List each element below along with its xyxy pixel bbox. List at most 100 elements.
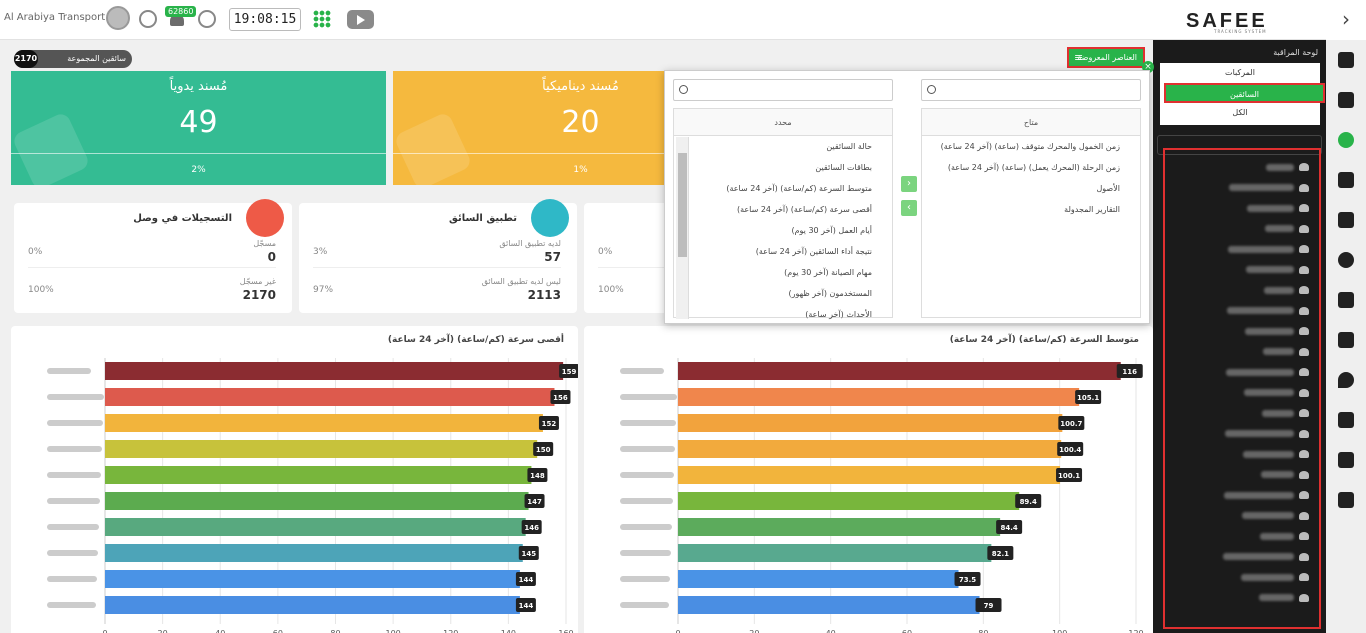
data-label: 105.1: [1077, 394, 1099, 402]
driver-list-item[interactable]: [1243, 449, 1309, 459]
driver-list-item[interactable]: [1226, 367, 1309, 377]
people-icon: [1299, 450, 1309, 458]
category-label: [620, 368, 664, 374]
driver-list-item[interactable]: [1245, 326, 1309, 336]
video-play-icon[interactable]: [347, 10, 374, 29]
driver-list-item[interactable]: [1264, 285, 1309, 295]
selected-item[interactable]: بطاقات السائقين: [815, 163, 872, 172]
driver-list-item[interactable]: [1228, 244, 1309, 254]
globe-icon[interactable]: [139, 10, 157, 28]
registration-icon: [246, 199, 284, 237]
selected-item[interactable]: نتيجة أداء السائقين (آخر 24 ساعة): [755, 247, 872, 256]
move-right-button[interactable]: ›: [901, 176, 917, 192]
selected-item[interactable]: المستخدمون (آخر ظهور): [788, 289, 872, 298]
tick-label: 40: [215, 629, 225, 633]
available-item[interactable]: التقارير المجدولة: [1064, 205, 1120, 214]
dashboard-icon[interactable]: [1338, 132, 1354, 148]
stat-value: 2113: [527, 288, 561, 302]
tick-label: 140: [501, 629, 516, 633]
selected-search-input[interactable]: [673, 79, 893, 101]
bar: [105, 440, 538, 458]
driver-list-item[interactable]: [1263, 347, 1309, 357]
company-name[interactable]: Al Arabiya Transport: [4, 12, 106, 23]
data-label: 100.7: [1060, 420, 1082, 428]
drivers-tree-list: [1163, 148, 1321, 629]
route-icon[interactable]: [1338, 92, 1354, 108]
gamepad-icon[interactable]: [1338, 332, 1354, 348]
bell-nav-icon[interactable]: [1338, 172, 1354, 188]
bar: [678, 518, 1001, 536]
driver-list-item[interactable]: [1223, 552, 1309, 562]
tick-label: 120: [1128, 629, 1143, 633]
available-item[interactable]: الأصول: [1096, 184, 1120, 193]
driver-list-item[interactable]: [1259, 593, 1309, 603]
data-label-bg: [524, 494, 545, 508]
driver-list-item[interactable]: [1241, 572, 1309, 582]
option-all[interactable]: الكل: [1232, 108, 1248, 117]
settings-gears-icon[interactable]: [1338, 412, 1354, 428]
collapse-chevron-icon[interactable]: ›: [1326, 0, 1366, 40]
stat-percent: 100%: [28, 285, 54, 295]
bar: [105, 544, 523, 562]
tick-label: 40: [826, 629, 836, 633]
selected-item[interactable]: أيام العمل (آخر 30 يوم): [791, 226, 872, 235]
driver-list-item[interactable]: [1225, 429, 1309, 439]
location-icon[interactable]: [1338, 372, 1354, 388]
driver-list-item[interactable]: [1266, 162, 1309, 172]
group-badge[interactable]: 2170 سائقين المجموعة: [14, 50, 132, 68]
search-nav-icon[interactable]: [1338, 252, 1354, 268]
people-icon: [1299, 409, 1309, 417]
move-left-button[interactable]: ‹: [901, 200, 917, 216]
tick-label: 20: [749, 629, 759, 633]
driver-list-item[interactable]: [1244, 388, 1309, 398]
driver-list-item[interactable]: [1265, 224, 1309, 234]
panel-search-input[interactable]: [1157, 135, 1322, 155]
cluster-icon[interactable]: [1338, 452, 1354, 468]
stat-label: مسجّل: [253, 239, 276, 248]
list-scrollbar[interactable]: [676, 137, 689, 319]
option-drivers[interactable]: السائقين: [1164, 83, 1325, 103]
gauge-icon[interactable]: [198, 10, 216, 28]
selected-item[interactable]: مهام الصيانة (آخر 30 يوم): [784, 268, 872, 277]
category-label: [620, 394, 677, 400]
bar: [105, 414, 543, 432]
apps-grid-icon[interactable]: [313, 10, 331, 28]
bar: [678, 466, 1061, 484]
tick-label: 100: [1052, 629, 1067, 633]
driver-list-item[interactable]: [1247, 203, 1309, 213]
driver-list-item[interactable]: [1242, 511, 1309, 521]
people-icon: [1299, 163, 1309, 171]
available-search-input[interactable]: [921, 79, 1141, 101]
available-item[interactable]: زمن الخمول والمحرك متوقف (ساعة) (آخر 24 …: [940, 142, 1120, 151]
displayed-fields-button[interactable]: العناصر المعروضة: [1067, 47, 1145, 68]
driver-list-item[interactable]: [1224, 490, 1309, 500]
driver-list-item[interactable]: [1261, 470, 1309, 480]
bar: [678, 570, 959, 588]
avatar-icon[interactable]: [106, 6, 130, 30]
bell-icon[interactable]: [167, 10, 187, 30]
scrollbar-thumb[interactable]: [678, 153, 687, 257]
selected-item[interactable]: أقصى سرعة (كم/ساعة) (آخر 24 ساعة): [736, 205, 872, 214]
hammer-icon[interactable]: [1338, 492, 1354, 508]
report-icon[interactable]: [1338, 212, 1354, 228]
selected-item[interactable]: حالة السائقين: [826, 142, 872, 151]
driver-list-item[interactable]: [1260, 531, 1309, 541]
logo: SAFEE: [1186, 10, 1268, 32]
search-icon: [927, 85, 936, 94]
driver-list-item[interactable]: [1262, 408, 1309, 418]
data-label-bg: [1057, 442, 1084, 456]
data-label: 156: [553, 394, 568, 402]
driver-list-item[interactable]: [1246, 265, 1309, 275]
option-vehicles[interactable]: المركبات: [1225, 68, 1255, 77]
anchor-icon[interactable]: [1338, 292, 1354, 308]
data-label: 116: [1122, 368, 1137, 376]
driver-list-item[interactable]: [1227, 306, 1309, 316]
stat-percent: 0%: [28, 247, 43, 257]
selected-item[interactable]: متوسط السرعة (كم/ساعة) (آخر 24 ساعة): [726, 184, 872, 193]
bar: [105, 388, 555, 406]
driver-list-item[interactable]: [1229, 183, 1309, 193]
map-marker-icon[interactable]: [1338, 52, 1354, 68]
selected-item[interactable]: الأحداث (آخر ساعة): [805, 310, 872, 319]
available-item[interactable]: زمن الرحلة (المحرك يعمل) (ساعة) (آخر 24 …: [947, 163, 1120, 172]
data-label-bg: [559, 364, 578, 378]
